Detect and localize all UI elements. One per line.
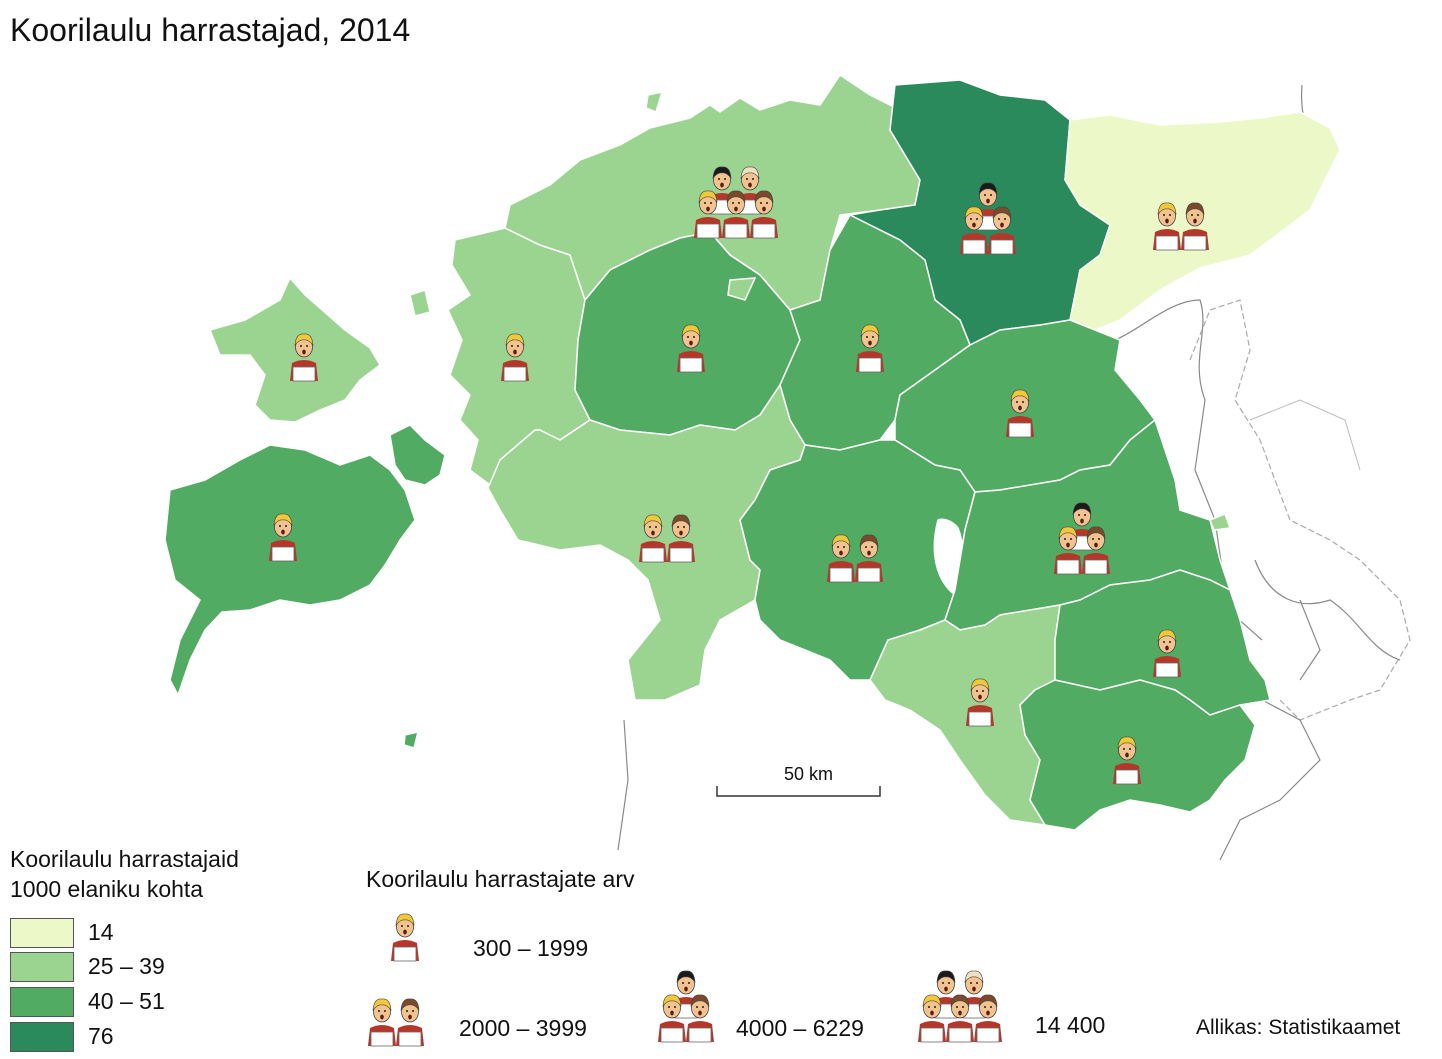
legend-title-line-2: 1000 elaniku kohta — [10, 876, 204, 902]
count-legend-label-2: 2000 – 3999 — [459, 1015, 587, 1041]
singer-icon — [966, 678, 994, 727]
singer-icon — [501, 333, 529, 382]
source-note: Allikas: Statistikaamet — [1196, 1016, 1401, 1039]
legend-class-label: 76 — [88, 1023, 114, 1049]
singer-icon — [667, 514, 695, 563]
singer-icon — [658, 994, 686, 1043]
singer-icon — [686, 994, 714, 1043]
scale-bar — [716, 786, 881, 797]
singer-icon — [396, 998, 424, 1047]
singer-icon — [988, 206, 1016, 255]
singer-icon — [391, 913, 419, 962]
legend-singer-symbols — [368, 913, 1002, 1047]
count-legend-label-4: 14 400 — [1035, 1012, 1106, 1038]
legend-title-line-1: Koorilaulu harrastajaid — [10, 846, 239, 872]
singer-icon — [856, 324, 884, 373]
singer-icon — [1006, 389, 1034, 438]
singer-icon — [1054, 526, 1082, 575]
legend-class-label: 14 — [88, 919, 114, 945]
singer-icon — [368, 998, 396, 1047]
singer-icon — [750, 190, 778, 239]
singer-icon — [1181, 202, 1209, 251]
map-title: Koorilaulu harrastajad, 2014 — [10, 12, 411, 48]
singer-icon — [946, 994, 974, 1043]
singer-icon — [639, 514, 667, 563]
singer-icon — [694, 190, 722, 239]
singer-icon — [1153, 202, 1181, 251]
singer-icon — [974, 994, 1002, 1043]
legend-class-label: 25 – 39 — [88, 953, 165, 979]
singer-icon — [722, 190, 750, 239]
singer-icon — [290, 333, 318, 382]
scale-label: 50 km — [784, 764, 834, 784]
singer-icon — [960, 206, 988, 255]
neighbor-border-lines — [617, 84, 1411, 861]
singer-icon — [918, 994, 946, 1043]
singer-icon — [827, 534, 855, 583]
count-legend-label-3: 4000 – 6229 — [736, 1015, 864, 1041]
count-legend-title: Koorilaulu harrastajate arv — [366, 866, 635, 892]
legend-swatch — [10, 918, 74, 948]
legend-title: Koorilaulu harrastajaid 1000 elaniku koh… — [10, 844, 310, 904]
legend-swatch — [10, 987, 74, 1017]
singer-icon — [677, 324, 705, 373]
singer-icon — [1153, 629, 1181, 678]
singer-icon — [1113, 736, 1141, 785]
singer-icon — [1082, 526, 1110, 575]
singer-symbols — [269, 166, 1209, 785]
legend-swatch — [10, 1022, 74, 1052]
count-legend-label-1: 300 – 1999 — [473, 935, 589, 961]
legend-swatch — [10, 952, 74, 982]
legend-class-label: 40 – 51 — [88, 988, 165, 1014]
singer-icon — [269, 513, 297, 562]
singer-icon — [855, 534, 883, 583]
